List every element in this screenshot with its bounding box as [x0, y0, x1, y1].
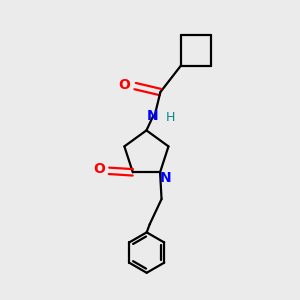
- Text: H: H: [166, 111, 176, 124]
- Text: N: N: [147, 110, 159, 123]
- Text: O: O: [94, 162, 106, 176]
- Text: O: O: [118, 78, 130, 92]
- Text: N: N: [160, 171, 171, 185]
